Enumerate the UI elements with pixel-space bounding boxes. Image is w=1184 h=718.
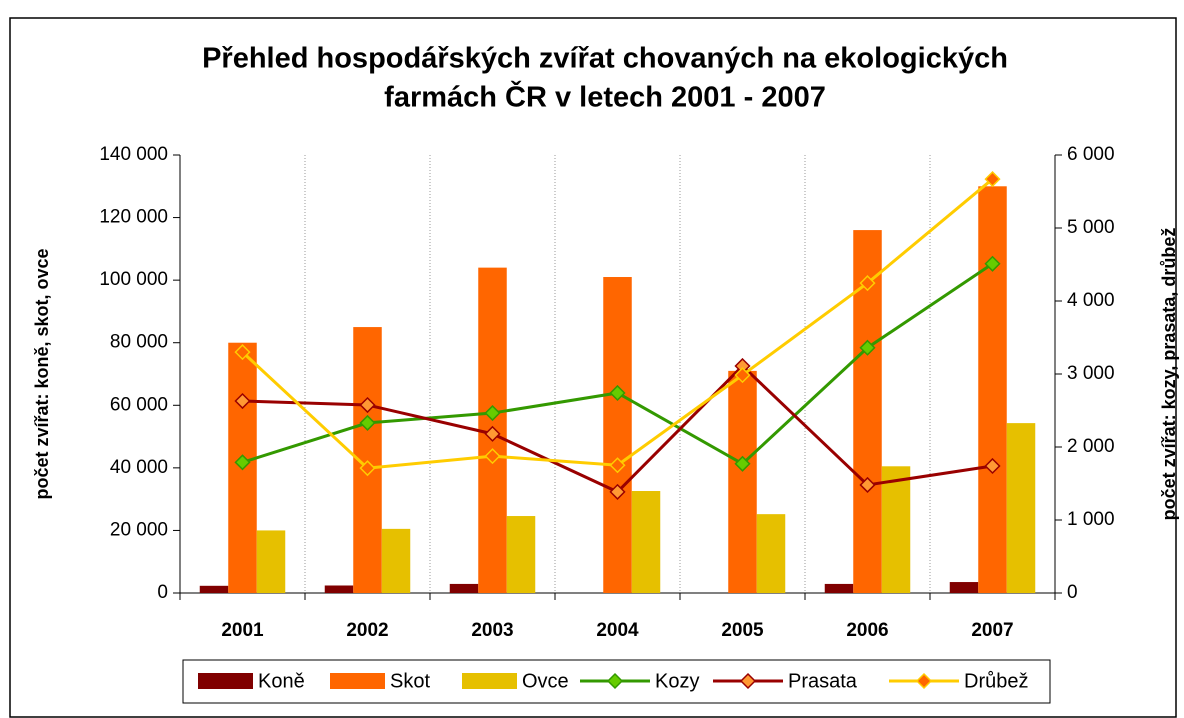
marker	[609, 457, 626, 474]
marker	[859, 339, 876, 356]
legend-swatch	[330, 673, 385, 689]
y-tick-label: 140 000	[99, 144, 168, 165]
bar	[603, 277, 632, 593]
bar	[324, 585, 354, 593]
marker	[859, 275, 876, 292]
bar	[1006, 423, 1036, 593]
y-tick-label: 60 000	[110, 394, 168, 415]
marker	[609, 483, 626, 500]
legend-marker	[606, 672, 624, 690]
y2-tick-label: 4 000	[1067, 290, 1115, 311]
bar	[381, 528, 411, 593]
bar	[449, 583, 479, 593]
bar	[256, 530, 286, 593]
marker	[359, 396, 376, 414]
bar	[728, 370, 757, 593]
x-tick-label: 2001	[221, 620, 264, 641]
y-axis-title: počet zvířat: koně, skot, ovce	[32, 248, 52, 499]
y2-axis-title: počet zvířat: kozy, prasata, drůbež	[1159, 228, 1179, 521]
y2-tick-label: 5 000	[1067, 217, 1115, 238]
legend-marker	[739, 672, 757, 690]
legend-label: Kozy	[655, 670, 699, 692]
legend-label: Koně	[258, 670, 305, 692]
marker	[359, 414, 376, 431]
x-tick-label: 2007	[971, 620, 1013, 641]
legend-label: Drůbež	[964, 670, 1028, 692]
x-tick-label: 2003	[471, 620, 513, 641]
x-tick-label: 2006	[846, 620, 888, 641]
legend-swatch	[462, 673, 517, 689]
y-tick-label: 40 000	[110, 457, 168, 478]
marker	[984, 457, 1001, 475]
bar	[631, 491, 661, 593]
legend-label: Prasata	[788, 670, 858, 692]
legend-label: Ovce	[522, 670, 569, 692]
y2-tick-label: 0	[1067, 582, 1078, 603]
y-tick-label: 100 000	[99, 269, 168, 290]
marker	[234, 454, 251, 471]
chart-title: Přehled hospodářských zvířat chovaných n…	[202, 43, 1008, 75]
marker	[484, 404, 501, 422]
x-tick-label: 2005	[721, 620, 764, 641]
bar	[949, 582, 979, 593]
y2-tick-label: 1 000	[1067, 509, 1115, 530]
marker	[859, 476, 876, 494]
y-tick-label: 20 000	[110, 519, 168, 540]
x-tick-label: 2002	[346, 620, 388, 641]
bar	[824, 583, 854, 593]
marker	[234, 392, 251, 410]
marker	[984, 171, 1001, 188]
bar	[978, 186, 1007, 594]
y-tick-label: 80 000	[110, 332, 168, 353]
marker	[734, 455, 751, 472]
chart-title: farmách ČR v letech 2001 - 2007	[384, 80, 826, 114]
marker	[359, 460, 376, 477]
marker	[984, 255, 1001, 272]
legend-marker	[915, 672, 933, 690]
marker	[734, 367, 751, 384]
marker	[484, 425, 501, 442]
y-tick-label: 0	[157, 582, 168, 603]
y2-tick-label: 6 000	[1067, 144, 1115, 165]
bar	[506, 516, 536, 593]
marker	[234, 344, 251, 361]
legend-swatch	[198, 673, 253, 689]
y2-tick-label: 2 000	[1067, 436, 1115, 457]
legend-label: Skot	[390, 670, 430, 692]
y2-tick-label: 3 000	[1067, 363, 1115, 384]
marker	[609, 384, 626, 402]
y-tick-label: 120 000	[99, 207, 168, 228]
bar	[199, 585, 229, 593]
x-tick-label: 2004	[596, 620, 639, 641]
bar	[756, 514, 786, 593]
bar	[881, 466, 911, 593]
marker	[484, 448, 501, 465]
